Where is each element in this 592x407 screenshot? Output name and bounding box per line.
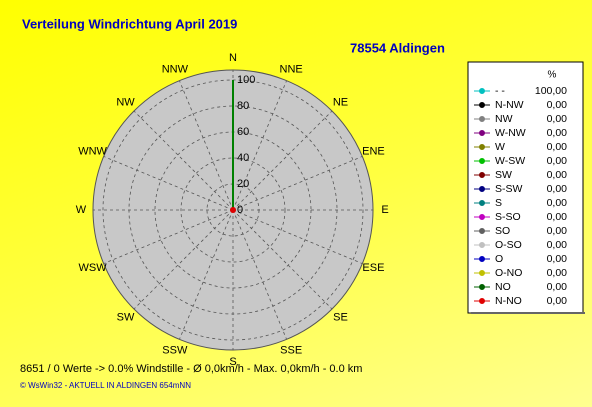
direction-label: N [229,52,237,64]
legend-label: W [495,141,505,153]
direction-label: ENE [362,146,385,158]
legend-marker [479,172,485,178]
legend-value: 0,00 [547,169,568,181]
spoke [179,80,234,211]
legend-marker [479,284,485,290]
spoke [179,209,234,340]
direction-label: WNW [78,146,107,158]
legend-label: NW [495,113,513,125]
legend-value: 0,00 [547,253,568,265]
legend-label: SO [495,225,510,237]
direction-label: NNE [280,63,303,75]
direction-label: W [76,204,87,216]
legend-label: W-NW [495,127,526,139]
legend-label: S-SW [495,183,523,195]
direction-label: ESE [362,262,384,274]
legend-value: 0,00 [547,141,568,153]
legend-label: SW [495,169,512,181]
direction-label: WSW [79,262,108,274]
legend-marker [479,200,485,206]
direction-label: NNW [162,63,189,75]
legend-label: NO [495,281,511,293]
legend-label: O [495,253,503,265]
spoke [232,110,333,211]
legend-marker [479,88,485,94]
legend-marker [479,130,485,136]
chart-title: Verteilung Windrichtung April 2019 [22,16,237,31]
r-tick-label: 20 [237,178,249,190]
spoke [133,110,234,211]
legend-marker [479,298,485,304]
legend-marker [479,242,485,248]
legend-marker [479,102,485,108]
legend-value: 0,00 [547,183,568,195]
direction-label: SW [117,311,135,323]
legend-value: 0,00 [547,239,568,251]
legend-marker [479,256,485,262]
spoke [103,209,234,264]
legend-value: 0,00 [547,281,568,293]
legend-label: S [495,197,502,209]
legend-value: 0,00 [547,127,568,139]
grid-ring [128,105,338,315]
r-tick-label: 80 [237,100,249,112]
r-tick-label: 40 [237,152,249,164]
footer: 8651 / 0 Werte -> 0.0% Windstille - Ø 0,… [20,363,362,375]
legend-label: O-NO [495,267,522,279]
grid-ring [180,157,286,263]
spoke [103,156,234,211]
legend-label: - - [495,85,505,97]
legend-value: 0,00 [547,197,568,209]
legend-label: N-NW [495,99,524,111]
direction-label: SE [333,311,348,323]
spoke [232,209,333,310]
legend-marker [479,144,485,150]
chart-subtitle: 78554 Aldingen [350,40,445,55]
r-tick-label: 100 [237,74,255,86]
legend-value: 0,00 [547,267,568,279]
legend-label: N-NO [495,295,522,307]
legend-marker [479,270,485,276]
credit: © WsWin32 - AKTUELL IN ALDINGEN 654mNN [20,381,191,390]
legend-value: 0,00 [547,225,568,237]
direction-label: S [229,356,236,368]
center-dot [230,207,236,213]
legend-marker [479,186,485,192]
legend-box [467,61,584,314]
legend-marker [479,228,485,234]
legend-marker [479,116,485,122]
legend-label: S-SO [495,211,521,223]
direction-label: NE [333,96,348,108]
spoke [232,156,363,211]
spoke [232,209,363,264]
legend-value: 100,00 [535,85,567,97]
legend-value: 0,00 [547,113,568,125]
spoke [133,209,234,310]
legend-value: 0,00 [547,99,568,111]
legend-value: 0,00 [547,211,568,223]
legend-marker [479,214,485,220]
direction-label: E [381,204,388,216]
direction-label: NW [116,96,135,108]
r-tick-label: 60 [237,126,249,138]
spoke [232,80,287,211]
legend-label: O-SO [495,239,522,251]
direction-label: SSE [280,344,302,356]
legend-header: % [548,70,557,81]
legend-value: 0,00 [547,155,568,167]
legend-value: 0,00 [547,295,568,307]
direction-label: SSW [162,344,188,356]
legend-marker [479,158,485,164]
spoke [232,209,287,340]
r-tick-label: 0 [237,204,243,216]
legend-label: W-SW [495,155,525,167]
